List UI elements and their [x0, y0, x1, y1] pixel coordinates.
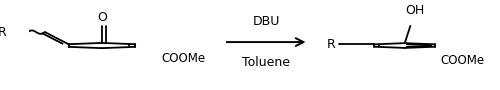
Text: Toluene: Toluene [242, 56, 290, 69]
Text: R: R [0, 26, 6, 39]
Text: O: O [97, 11, 107, 24]
Text: COOMe: COOMe [440, 54, 484, 67]
Text: DBU: DBU [252, 15, 280, 28]
Text: COOMe: COOMe [161, 52, 205, 65]
Text: R: R [326, 38, 336, 51]
Text: OH: OH [406, 4, 424, 17]
